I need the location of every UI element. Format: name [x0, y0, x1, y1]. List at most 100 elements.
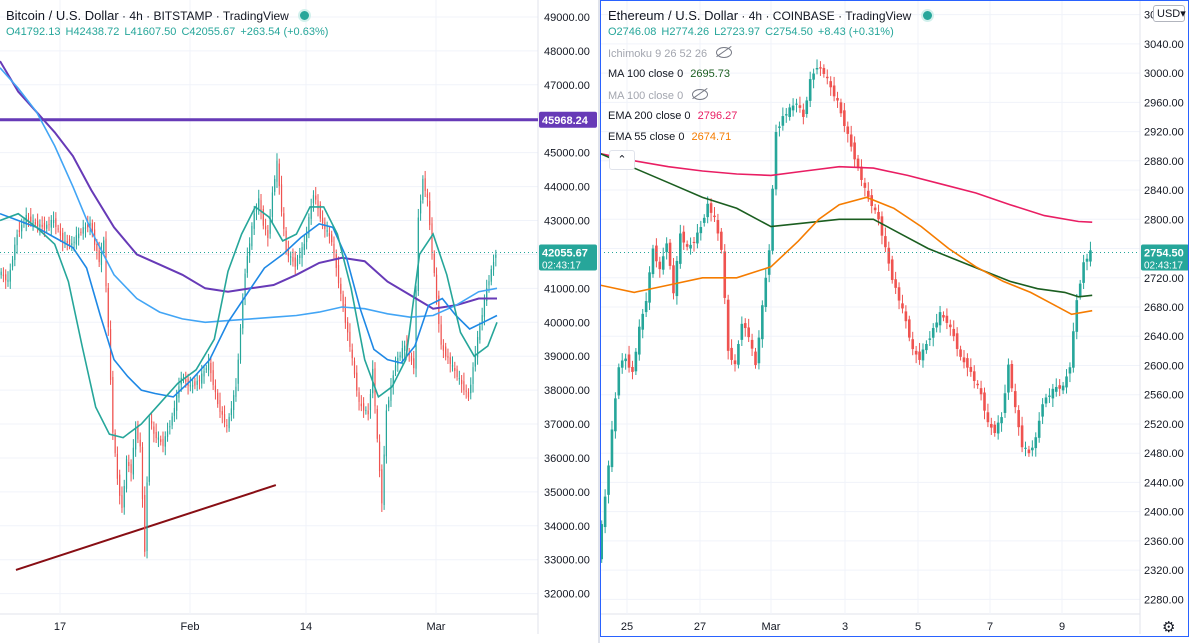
eth-high: H2774.26 — [661, 26, 710, 38]
candle-body — [873, 207, 877, 211]
collapse-legend-button[interactable]: ⌃ — [609, 150, 635, 170]
candle-body — [1061, 385, 1065, 391]
indicator-line-ema-55[interactable] — [600, 196, 1093, 316]
candle-body — [791, 105, 795, 111]
candle-body — [921, 349, 925, 361]
candle-body — [299, 255, 301, 259]
candle-body — [130, 464, 132, 473]
candle-body — [392, 375, 394, 386]
candle-body — [367, 410, 369, 415]
indicator-label: MA 100 close 0 — [608, 68, 684, 80]
candle-body — [644, 301, 648, 313]
candle-body — [235, 386, 237, 397]
candle-body — [349, 331, 351, 347]
btc-low: L41607.50 — [124, 26, 177, 38]
indicator-line-ma-100[interactable] — [600, 152, 1093, 298]
price-label-text: 42055.67 — [542, 248, 588, 260]
market-status-icon — [920, 9, 934, 22]
btc-chart-pane[interactable]: 49000.0048000.0047000.0046000.0045000.00… — [0, 0, 598, 643]
candle-body — [417, 217, 419, 291]
y-tick-label: 2560.00 — [1144, 390, 1184, 402]
eye-hidden-icon[interactable] — [692, 89, 709, 100]
candle-body — [251, 225, 253, 247]
candle-body — [205, 368, 207, 370]
gear-icon[interactable]: ⚙ — [1162, 619, 1176, 636]
candle-body — [993, 424, 997, 434]
indicator-line-ma_blue_light[interactable] — [0, 67, 498, 324]
candle-body — [784, 114, 788, 116]
candle-body — [96, 244, 98, 251]
y-tick-label: 37000.00 — [544, 419, 590, 431]
candle-body — [819, 67, 822, 69]
currency-select[interactable]: USD▾ — [1153, 5, 1186, 22]
candle-body — [1075, 300, 1079, 332]
candle-body — [107, 287, 109, 328]
candle-body — [1044, 397, 1048, 404]
indicator-ema55[interactable]: EMA 55 close 0 2674.71 — [608, 131, 731, 143]
candle-body — [495, 254, 497, 258]
candle-body — [419, 200, 422, 214]
candle-body — [73, 241, 75, 243]
candle-body — [52, 220, 55, 223]
candle-body — [458, 378, 460, 380]
candle-body — [164, 436, 166, 447]
candle-body — [743, 323, 747, 329]
candle-body — [135, 427, 137, 450]
y-tick-label: 2680.00 — [1144, 302, 1184, 314]
candle-body — [465, 390, 467, 392]
candle-body — [214, 385, 217, 393]
candle-body — [7, 279, 9, 282]
indicator-line-ema_teal[interactable] — [0, 205, 498, 439]
candle-body — [761, 305, 764, 340]
eye-hidden-icon[interactable] — [716, 47, 733, 58]
candle-body — [221, 411, 223, 415]
candle-body — [781, 116, 785, 126]
btc-change: +263.54 (+0.63%) — [240, 26, 329, 38]
y-tick-label: 2480.00 — [1144, 448, 1184, 460]
candle-body — [132, 447, 134, 475]
countdown-label: 02:43:17 — [542, 261, 581, 272]
candle-body — [46, 224, 48, 229]
candle-body — [479, 326, 481, 340]
candle-body — [880, 216, 884, 236]
pane-divider[interactable] — [598, 0, 600, 643]
eth-chart-canvas[interactable]: 3080.003040.003000.002960.002920.002880.… — [600, 0, 1191, 643]
y-tick-label: 43000.00 — [544, 215, 590, 227]
eth-change: +8.43 (+0.31%) — [817, 26, 894, 38]
candle-body — [863, 182, 867, 188]
indicator-ma100-hidden[interactable]: MA 100 close 0 — [608, 89, 709, 102]
btc-chart-title: Bitcoin / U.S. Dollar · 4h · BITSTAMP · … — [6, 8, 312, 23]
indicator-ema200[interactable]: EMA 200 close 0 2796.27 — [608, 110, 737, 122]
btc-chart-canvas[interactable]: 49000.0048000.0047000.0046000.0045000.00… — [0, 0, 598, 643]
candle-body — [911, 339, 915, 350]
candle-body — [617, 367, 621, 396]
candle-body — [394, 365, 397, 372]
y-tick-label: 2880.00 — [1144, 156, 1184, 168]
candle-body — [1048, 395, 1051, 397]
candle-body — [385, 410, 388, 457]
candle-body — [757, 337, 761, 364]
candle-body — [237, 359, 239, 384]
eth-symbol: Ethereum / U.S. Dollar — [608, 8, 739, 23]
y-tick-label: 38000.00 — [544, 385, 590, 397]
indicator-value: 2695.73 — [690, 68, 731, 80]
y-tick-label: 49000.00 — [544, 12, 590, 24]
indicator-label: EMA 200 close 0 — [608, 110, 691, 122]
indicator-ichimoku[interactable]: Ichimoku 9 26 52 26 — [608, 47, 733, 60]
candle-body — [239, 327, 242, 361]
indicator-ma100[interactable]: MA 100 close 0 2695.73 — [608, 68, 730, 80]
x-tick-label: 25 — [621, 621, 633, 633]
btc-close: C42055.67 — [181, 26, 236, 38]
candle-body — [972, 371, 976, 381]
candle-body — [467, 391, 470, 398]
chevron-up-icon: ⌃ — [617, 154, 627, 166]
indicator-line-ema_blue[interactable] — [0, 212, 498, 398]
candle-body — [264, 226, 267, 230]
indicator-line-ema-200[interactable] — [600, 152, 1093, 223]
candle-body — [43, 222, 46, 230]
candle-body — [1041, 404, 1044, 417]
candle-body — [269, 217, 271, 234]
y-tick-label: 35000.00 — [544, 487, 590, 499]
support-trendline[interactable] — [15, 484, 277, 571]
eth-chart-pane[interactable]: 3080.003040.003000.002960.002920.002880.… — [600, 0, 1191, 643]
